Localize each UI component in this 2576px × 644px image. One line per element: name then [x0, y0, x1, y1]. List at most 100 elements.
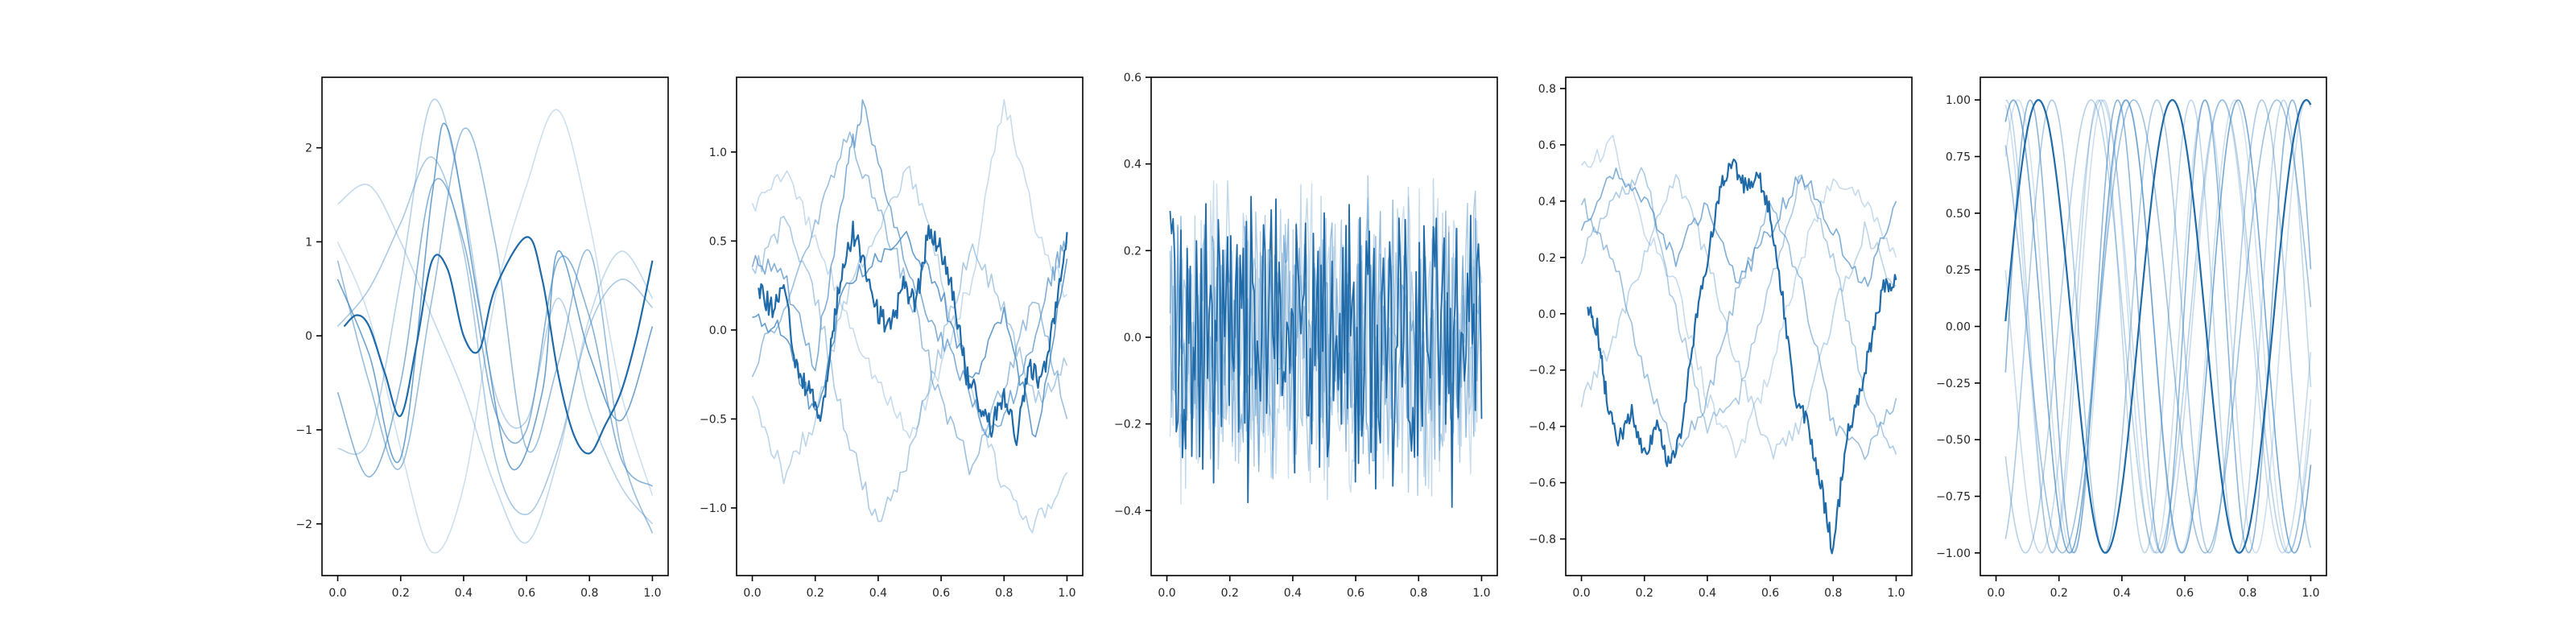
- series-line-6: [336, 178, 654, 487]
- series-line-1: [751, 98, 1068, 439]
- x-tick-label: 0.2: [392, 587, 410, 600]
- y-tick-label: 1: [305, 236, 312, 249]
- series-group: [751, 98, 1068, 534]
- series-line-2: [751, 165, 1068, 534]
- x-tick-label: 0.0: [1572, 587, 1590, 600]
- x-tick-label: 0.0: [1987, 587, 2004, 600]
- series-line-8: [343, 236, 654, 455]
- x-tick-label: 0.2: [807, 587, 824, 600]
- x-tick-label: 0.4: [1699, 587, 1716, 600]
- y-tick-label: 1.0: [709, 147, 727, 159]
- subplot-1: 0.0 0.2 0.4 0.6 0.8 1.0 −2 −1 0 1 2: [295, 76, 669, 600]
- series-line-6: [2004, 99, 2312, 554]
- y-tick-label: −0.25: [1936, 378, 1971, 390]
- series-line-6: [1587, 158, 1897, 555]
- series-line-4: [1580, 197, 1897, 460]
- y-tick-label: 0.6: [1124, 72, 1141, 85]
- series-group: [336, 98, 654, 554]
- x-tick-label: 0.8: [580, 587, 598, 600]
- y-tick-label: −0.5: [700, 413, 727, 426]
- y-tick-label: 2: [305, 142, 312, 155]
- x-tick-label: 1.0: [2301, 587, 2319, 600]
- y-tick-label: 0.00: [1946, 321, 1971, 334]
- subplot-5: 0.0 0.2 0.4 0.6 0.8 1.0 −1.00 −0.75 −0.50 −0.25 0.…: [1936, 76, 2327, 600]
- x-tick-label: 0.2: [1636, 587, 1653, 600]
- y-tick-label: −0.4: [1114, 505, 1141, 518]
- x-tick-label: 0.0: [743, 587, 761, 600]
- y-tick-label: 0.50: [1946, 208, 1971, 221]
- series-group: [1169, 175, 1483, 508]
- series-line-10: [2004, 99, 2312, 554]
- y-tick-label: 0.75: [1946, 151, 1971, 163]
- axes-frame: [321, 76, 669, 576]
- x-tick-label: 0.4: [455, 587, 473, 600]
- series-line-2: [337, 184, 654, 544]
- x-tick-label: 0.6: [932, 587, 950, 600]
- x-tick-label: 0.6: [1761, 587, 1779, 600]
- series-line-2: [2004, 99, 2312, 554]
- y-tick-label: −0.6: [1529, 477, 1556, 490]
- y-tick-label: −2: [295, 518, 312, 531]
- x-tick-label: 0.8: [1824, 587, 1842, 600]
- x-tick-label: 0.4: [1284, 587, 1302, 600]
- series-group: [2004, 99, 2312, 554]
- subplot-3: 0.0 0.2 0.4 0.6 0.8 1.0 −0.4 −0.2 0.0 0.2 0.4 0.6: [1114, 72, 1498, 600]
- y-tick-label: −0.2: [1529, 365, 1556, 378]
- axes-frame: [736, 76, 1084, 576]
- series-line-1: [2004, 99, 2312, 554]
- series-group: [1580, 134, 1897, 555]
- series-line-5: [336, 127, 654, 534]
- series-line-9: [2004, 99, 2312, 554]
- x-tick-label: 0.4: [2113, 587, 2131, 600]
- x-tick-label: 0.8: [995, 587, 1013, 600]
- series-line-4: [336, 156, 654, 515]
- series-line-1: [1580, 134, 1897, 459]
- x-tick-label: 0.0: [1158, 587, 1175, 600]
- axes-frame: [1150, 76, 1498, 576]
- series-line-7: [2004, 99, 2312, 554]
- x-tick-label: 0.2: [2050, 587, 2068, 600]
- y-tick-label: 0.2: [1124, 245, 1141, 258]
- y-tick-label: 0.4: [1538, 196, 1556, 208]
- series-line-5: [751, 99, 1068, 439]
- y-tick-label: −0.75: [1936, 491, 1971, 504]
- y-tick-label: 0.5: [709, 235, 727, 248]
- series-line-3: [751, 216, 1068, 522]
- series-line-5: [2004, 99, 2312, 554]
- y-tick-label: −0.50: [1936, 434, 1971, 447]
- x-tick-label: 0.6: [1347, 587, 1364, 600]
- y-tick-label: 0.25: [1946, 264, 1971, 277]
- series-line-3: [2004, 99, 2312, 554]
- x-tick-label: 0.0: [328, 587, 346, 600]
- x-tick-label: 0.2: [1221, 587, 1239, 600]
- x-tick-label: 1.0: [1472, 587, 1490, 600]
- series-line-5: [1169, 196, 1483, 508]
- series-line-4: [2005, 99, 2312, 554]
- series-line-7: [758, 221, 1068, 447]
- series-line-2: [1580, 174, 1897, 460]
- y-tick-label: 0.2: [1538, 252, 1556, 265]
- subplot-2: 0.0 0.2 0.4 0.6 0.8 1.0 −1.0 −0.5 0.0 0.5 1.0: [700, 76, 1084, 600]
- y-tick-label: 0: [305, 330, 312, 343]
- y-tick-label: −1.00: [1936, 547, 1971, 560]
- y-tick-label: 0.4: [1124, 159, 1141, 171]
- y-tick-label: 0.0: [1538, 308, 1556, 321]
- subplot-4: 0.0 0.2 0.4 0.6 0.8 1.0 −0.8 −0.6 −0.4 −0.2 0.0 0.2…: [1529, 76, 1913, 600]
- y-tick-label: −0.8: [1529, 534, 1556, 547]
- y-tick-label: −1.0: [700, 502, 727, 515]
- x-tick-label: 0.8: [1410, 587, 1427, 600]
- series-line-5: [1580, 167, 1897, 287]
- x-tick-label: 1.0: [1887, 587, 1905, 600]
- y-tick-label: −0.2: [1114, 419, 1141, 431]
- x-tick-label: 0.4: [869, 587, 887, 600]
- x-tick-label: 0.8: [2239, 587, 2256, 600]
- y-tick-label: −0.4: [1529, 421, 1556, 434]
- y-tick-label: 0.8: [1538, 83, 1556, 96]
- series-line-4: [751, 131, 1068, 476]
- y-tick-label: 1.00: [1946, 94, 1971, 107]
- x-tick-label: 1.0: [643, 587, 661, 600]
- series-line-1: [336, 109, 654, 554]
- y-tick-label: 0.0: [1124, 332, 1141, 345]
- series-line-7: [336, 122, 654, 471]
